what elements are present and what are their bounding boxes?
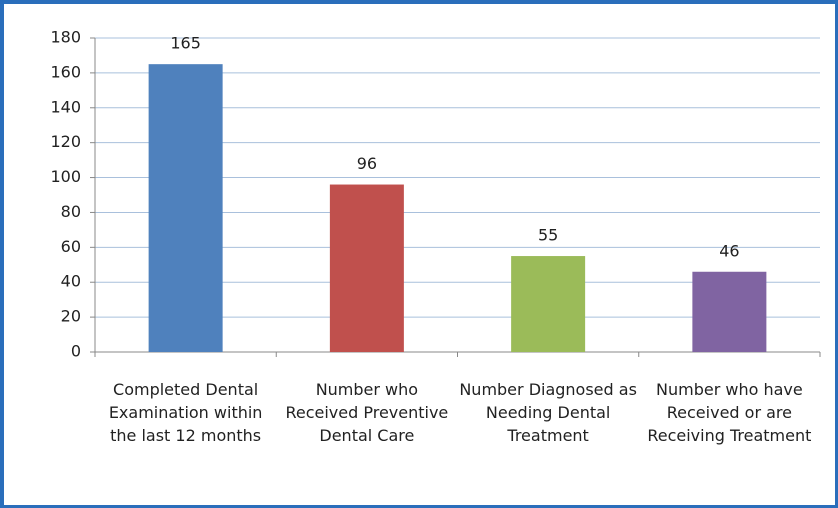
x-tick-label: Number who Received Preventive Dental Ca…: [285, 380, 449, 445]
bar: [148, 64, 223, 352]
y-tick-label: 120: [50, 132, 81, 151]
x-tick-label: Number Diagnosed as Needing Dental Treat…: [459, 380, 637, 445]
y-tick-label: 80: [61, 202, 81, 221]
data-label: 96: [357, 154, 377, 173]
chart: 0 20 40 60 80 100 120 140 160 180 165 96 55 46: [50, 28, 821, 361]
bar: [511, 256, 586, 352]
y-tick-label: 60: [61, 237, 81, 256]
x-tick-label: Completed Dental Examination within the …: [108, 380, 263, 445]
y-tick-label: 0: [71, 342, 81, 361]
y-tick-label: 20: [61, 307, 81, 326]
data-label: 165: [170, 34, 201, 53]
bar: [329, 184, 404, 352]
bar: [692, 271, 767, 352]
y-tick-label: 100: [50, 167, 81, 186]
y-tick-label: 180: [50, 28, 81, 47]
y-tick-label: 160: [50, 62, 81, 81]
y-tick-label: 140: [50, 97, 81, 116]
data-label: 55: [538, 226, 558, 245]
data-label: 46: [719, 241, 739, 260]
y-tick-label: 40: [61, 272, 81, 291]
x-tick-label: Number who have Received or are Receivin…: [647, 380, 812, 445]
